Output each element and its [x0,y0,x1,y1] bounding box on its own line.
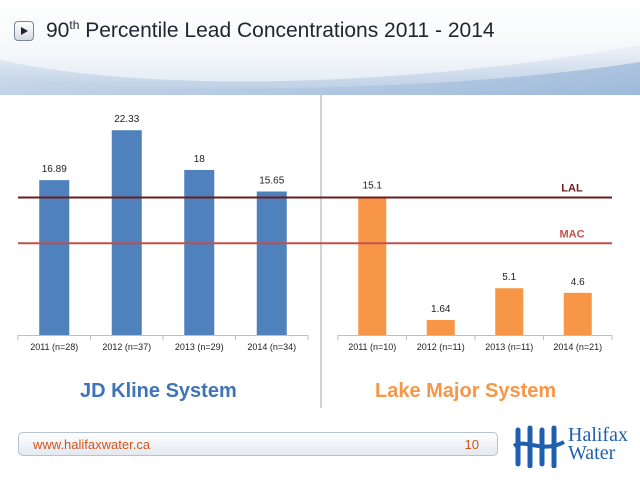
data-label: 4.6 [571,277,585,288]
category-label: 2012 (n=37) [102,342,151,352]
bar [39,180,70,335]
header-band [0,0,640,95]
category-label: 2011 (n=10) [348,342,396,352]
page-number: 10 [464,437,479,452]
lake-major-system-label: Lake Major System [375,380,557,402]
logo-text-line1: Halifax [568,424,628,446]
category-label: 2014 (n=34) [247,342,296,352]
title-superscript: th [69,18,80,32]
halifax-water-logo: Halifax Water [512,424,632,469]
data-label: 5.1 [502,272,516,283]
page-title: 90th Percentile Lead Concentrations 2011… [46,18,495,43]
bar [184,169,215,335]
reference-line-label: MAC [559,228,584,240]
category-label: 2013 (n=11) [485,342,533,352]
play-button[interactable] [14,20,34,41]
jd-kline-system-label: JD Kline System [80,380,237,402]
category-label: 2012 (n=11) [417,342,465,352]
footer-url[interactable]: www.halifaxwater.ca [33,437,151,452]
footer-bar: www.halifaxwater.ca 10 [18,432,498,456]
category-label: 2014 (n=21) [553,342,602,352]
bar [256,191,287,335]
reference-line-label: LAL [561,182,583,194]
data-label: 15.1 [363,181,383,192]
data-label: 16.89 [42,164,67,175]
bar [495,288,524,335]
title-rest: Percentile Lead Concentrations 2011 - 20… [79,19,495,42]
title-area: 90th Percentile Lead Concentrations 2011… [14,18,495,43]
title-prefix: 90 [46,19,70,42]
category-label: 2011 (n=28) [30,342,78,352]
data-label: 18 [194,154,206,165]
bar [563,292,592,335]
logo-mark-icon [512,425,565,469]
category-label: 2013 (n=29) [175,342,224,352]
data-label: 15.65 [259,175,284,186]
data-label: 1.64 [431,304,451,315]
data-label: 22.33 [114,114,139,125]
logo-text: Halifax Water [568,424,628,464]
bar [111,130,142,335]
logo-text-line2: Water [568,442,616,464]
bar [426,319,455,335]
bar [358,196,387,335]
play-icon [21,26,28,35]
